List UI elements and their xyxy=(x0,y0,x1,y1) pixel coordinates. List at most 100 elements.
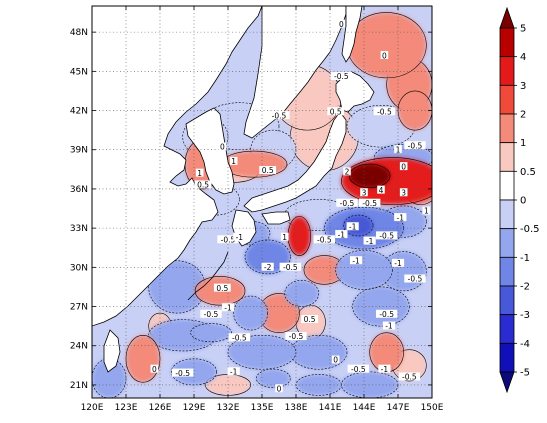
contour-label: 2 xyxy=(345,168,350,177)
land-hokkaido xyxy=(335,71,375,113)
contour-line xyxy=(194,276,246,306)
colorbar-label: 1 xyxy=(520,138,526,149)
colorbar-swatch xyxy=(499,199,515,230)
contour-label-bg xyxy=(227,367,240,376)
contour-label-bg xyxy=(399,162,408,171)
colorbar-label: 5 xyxy=(520,24,526,35)
contour-label-bg xyxy=(217,235,239,244)
contour-label-bg xyxy=(213,283,231,292)
contour-line xyxy=(256,368,291,388)
anomaly-region xyxy=(347,12,427,78)
colorbar-label: 0 xyxy=(520,196,526,207)
contour-label-bg xyxy=(377,185,385,194)
colorbar-swatch xyxy=(499,84,515,115)
land-china-korea xyxy=(92,6,263,327)
contour-label-bg xyxy=(391,258,405,267)
contour-label-bg xyxy=(285,331,307,340)
anomaly-region xyxy=(303,255,345,285)
latitude-axis: 21N 24N 27N 30N 33N 36N 39N 42N 45N 48N xyxy=(70,28,432,391)
contour-label-bg xyxy=(301,315,318,323)
anomaly-region xyxy=(349,164,391,188)
lat-tick-label: 21N xyxy=(70,381,88,391)
contour-label: -1 xyxy=(349,222,357,231)
contour-label: 0 xyxy=(382,51,387,60)
contour-label: -0.5 xyxy=(283,263,298,272)
contour-label: -0.5 xyxy=(408,141,423,150)
lat-tick-label: 45N xyxy=(70,67,88,77)
contour-label-bg xyxy=(394,213,407,222)
contour-label-bg xyxy=(343,167,351,176)
contour-label: -1 xyxy=(385,322,393,331)
colorbar-label: 0.5 xyxy=(520,167,536,178)
contour-line xyxy=(352,286,410,327)
contour-label: 4 xyxy=(379,186,384,195)
contour-label: -0.5 xyxy=(232,333,247,342)
contour-label: -1 xyxy=(224,303,232,312)
contour-label: 0 xyxy=(152,365,157,374)
colorbar-swatch xyxy=(499,27,515,58)
colorbar-swatch xyxy=(499,314,515,344)
lon-tick-label: 126E xyxy=(149,403,172,413)
anomaly-region xyxy=(284,280,319,307)
contour-label: -1 xyxy=(381,365,389,374)
contour-label-bg xyxy=(228,333,251,342)
contour-label-bg xyxy=(268,111,290,120)
contour-line xyxy=(244,239,291,275)
contour-label-bg xyxy=(380,51,389,60)
contour-label-bg xyxy=(363,236,376,245)
contour-label-bg xyxy=(394,145,402,154)
anomaly-region xyxy=(288,216,311,256)
lon-tick-label: 129E xyxy=(183,403,206,413)
lon-tick-label: 135E xyxy=(251,403,274,413)
colorbar-label: -1 xyxy=(520,253,530,264)
contour-line xyxy=(125,334,161,383)
contour-label: -0.5 xyxy=(289,332,304,341)
contour-label: -0.5 xyxy=(334,72,349,81)
contour-label-bg xyxy=(331,355,340,364)
contour-label-bg xyxy=(375,309,398,318)
contour-line xyxy=(397,90,432,131)
contour-label: 0 xyxy=(333,356,338,365)
contour-label: 0.5 xyxy=(262,166,274,175)
lon-tick-label: 132E xyxy=(217,403,240,413)
anomaly-region xyxy=(258,293,300,333)
lat-tick-label: 30N xyxy=(70,263,88,273)
land-mask xyxy=(92,6,375,373)
contour-label-bg xyxy=(375,231,398,240)
contour-line xyxy=(290,334,348,370)
contour-label-bg xyxy=(233,232,246,241)
colorbar-swatch xyxy=(499,170,515,201)
lat-tick-label: 48N xyxy=(70,28,88,38)
colorbar-swatch xyxy=(499,228,515,258)
contour-label: -0.5 xyxy=(175,369,190,378)
lat-tick-label: 24N xyxy=(70,342,88,352)
land-shandong-korea-peninsula xyxy=(185,107,235,195)
contour-line xyxy=(341,157,432,205)
colorbar-label: -4 xyxy=(520,339,530,350)
contour-label: 1 xyxy=(282,233,287,242)
lon-tick-label: 144E xyxy=(353,403,376,413)
contour-label-bg xyxy=(378,364,391,373)
contour-label: -0.5 xyxy=(340,199,355,208)
contour-label: -0.5 xyxy=(362,199,377,208)
lat-tick-label: 36N xyxy=(70,185,88,195)
colorbar-label: 2 xyxy=(520,110,526,121)
contour-label-bg xyxy=(221,303,235,312)
anomaly-region xyxy=(347,105,415,148)
contour-label-bg xyxy=(330,71,353,80)
colorbar-label: -0.5 xyxy=(520,224,540,235)
contour-label-bg xyxy=(279,262,302,271)
contour-line xyxy=(343,214,374,237)
colorbar-swatch xyxy=(499,342,515,373)
contour-label: 0.5 xyxy=(304,315,316,324)
anomaly-region xyxy=(228,335,296,370)
lon-tick-label: 141E xyxy=(319,403,342,413)
colorbar-swatch xyxy=(499,256,515,287)
contour-label: -0.5 xyxy=(351,365,366,374)
lat-tick-label: 27N xyxy=(70,303,88,313)
contour-label: 1 xyxy=(197,169,202,178)
colorbar-arrow-bottom xyxy=(499,371,515,394)
contour-label: 0.5 xyxy=(330,107,342,116)
contour-line xyxy=(380,251,427,292)
